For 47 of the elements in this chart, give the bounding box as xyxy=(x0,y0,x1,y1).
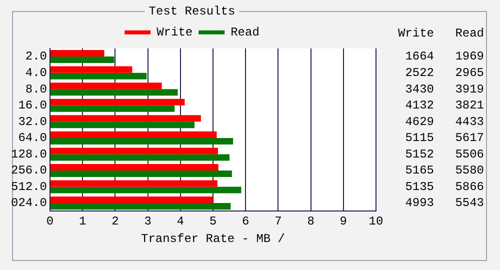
x-tick-label: 3 xyxy=(144,214,152,229)
y-tick-label: 4.0 xyxy=(25,66,48,80)
y-tick-label: 256.0 xyxy=(10,164,48,178)
text: 5135 xyxy=(405,180,434,194)
x-tick-label: 7 xyxy=(274,214,282,229)
text: 5506 xyxy=(455,147,484,162)
legend-label: Read xyxy=(230,26,260,40)
text: 1969 xyxy=(455,50,484,64)
text: 4629 xyxy=(405,114,434,129)
x-tick-label: 4 xyxy=(176,214,184,229)
chart-title: Test Results xyxy=(148,4,236,18)
x-tick-label: 5 xyxy=(209,214,217,229)
text: 3821 xyxy=(455,98,484,113)
text: 4132 xyxy=(405,98,434,113)
y-tick-label: 2.0 xyxy=(25,50,48,64)
text: 3430 xyxy=(405,82,434,96)
x-tick-label: 6 xyxy=(242,214,250,229)
text: 2965 xyxy=(455,66,484,80)
text: 4433 xyxy=(455,114,484,129)
legend-label: Write xyxy=(156,26,193,40)
text: 1664 xyxy=(405,50,434,64)
text: 5165 xyxy=(405,164,434,178)
text: Write xyxy=(398,26,434,41)
text: 2522 xyxy=(405,66,434,80)
x-tick-label: 1 xyxy=(79,214,86,229)
text: 5617 xyxy=(455,131,484,146)
x-axis-title: Transfer Rate - MB / xyxy=(140,232,286,246)
text: 5866 xyxy=(455,180,484,194)
y-tick-label: 32.0 xyxy=(18,114,48,129)
y-tick-label: 024.0 xyxy=(10,196,48,210)
text: 3919 xyxy=(455,82,484,96)
x-tick-label: 8 xyxy=(307,214,314,229)
x-tick-label: 2 xyxy=(112,214,119,229)
text: 5543 xyxy=(455,196,484,210)
text: 4993 xyxy=(405,196,434,210)
y-tick-label: 16.0 xyxy=(18,98,48,113)
x-tick-label: 10 xyxy=(368,214,384,229)
text: 5580 xyxy=(455,164,484,178)
y-tick-label: 64.0 xyxy=(18,131,48,146)
text: 5152 xyxy=(405,147,434,162)
text: Read xyxy=(455,26,484,41)
y-tick-label: 128.0 xyxy=(10,147,48,162)
y-tick-label: 8.0 xyxy=(25,82,48,96)
x-tick-label: 9 xyxy=(340,214,347,229)
y-tick-label: 512.0 xyxy=(10,180,48,194)
x-tick-label: 0 xyxy=(46,214,54,229)
text: 5115 xyxy=(405,131,434,146)
